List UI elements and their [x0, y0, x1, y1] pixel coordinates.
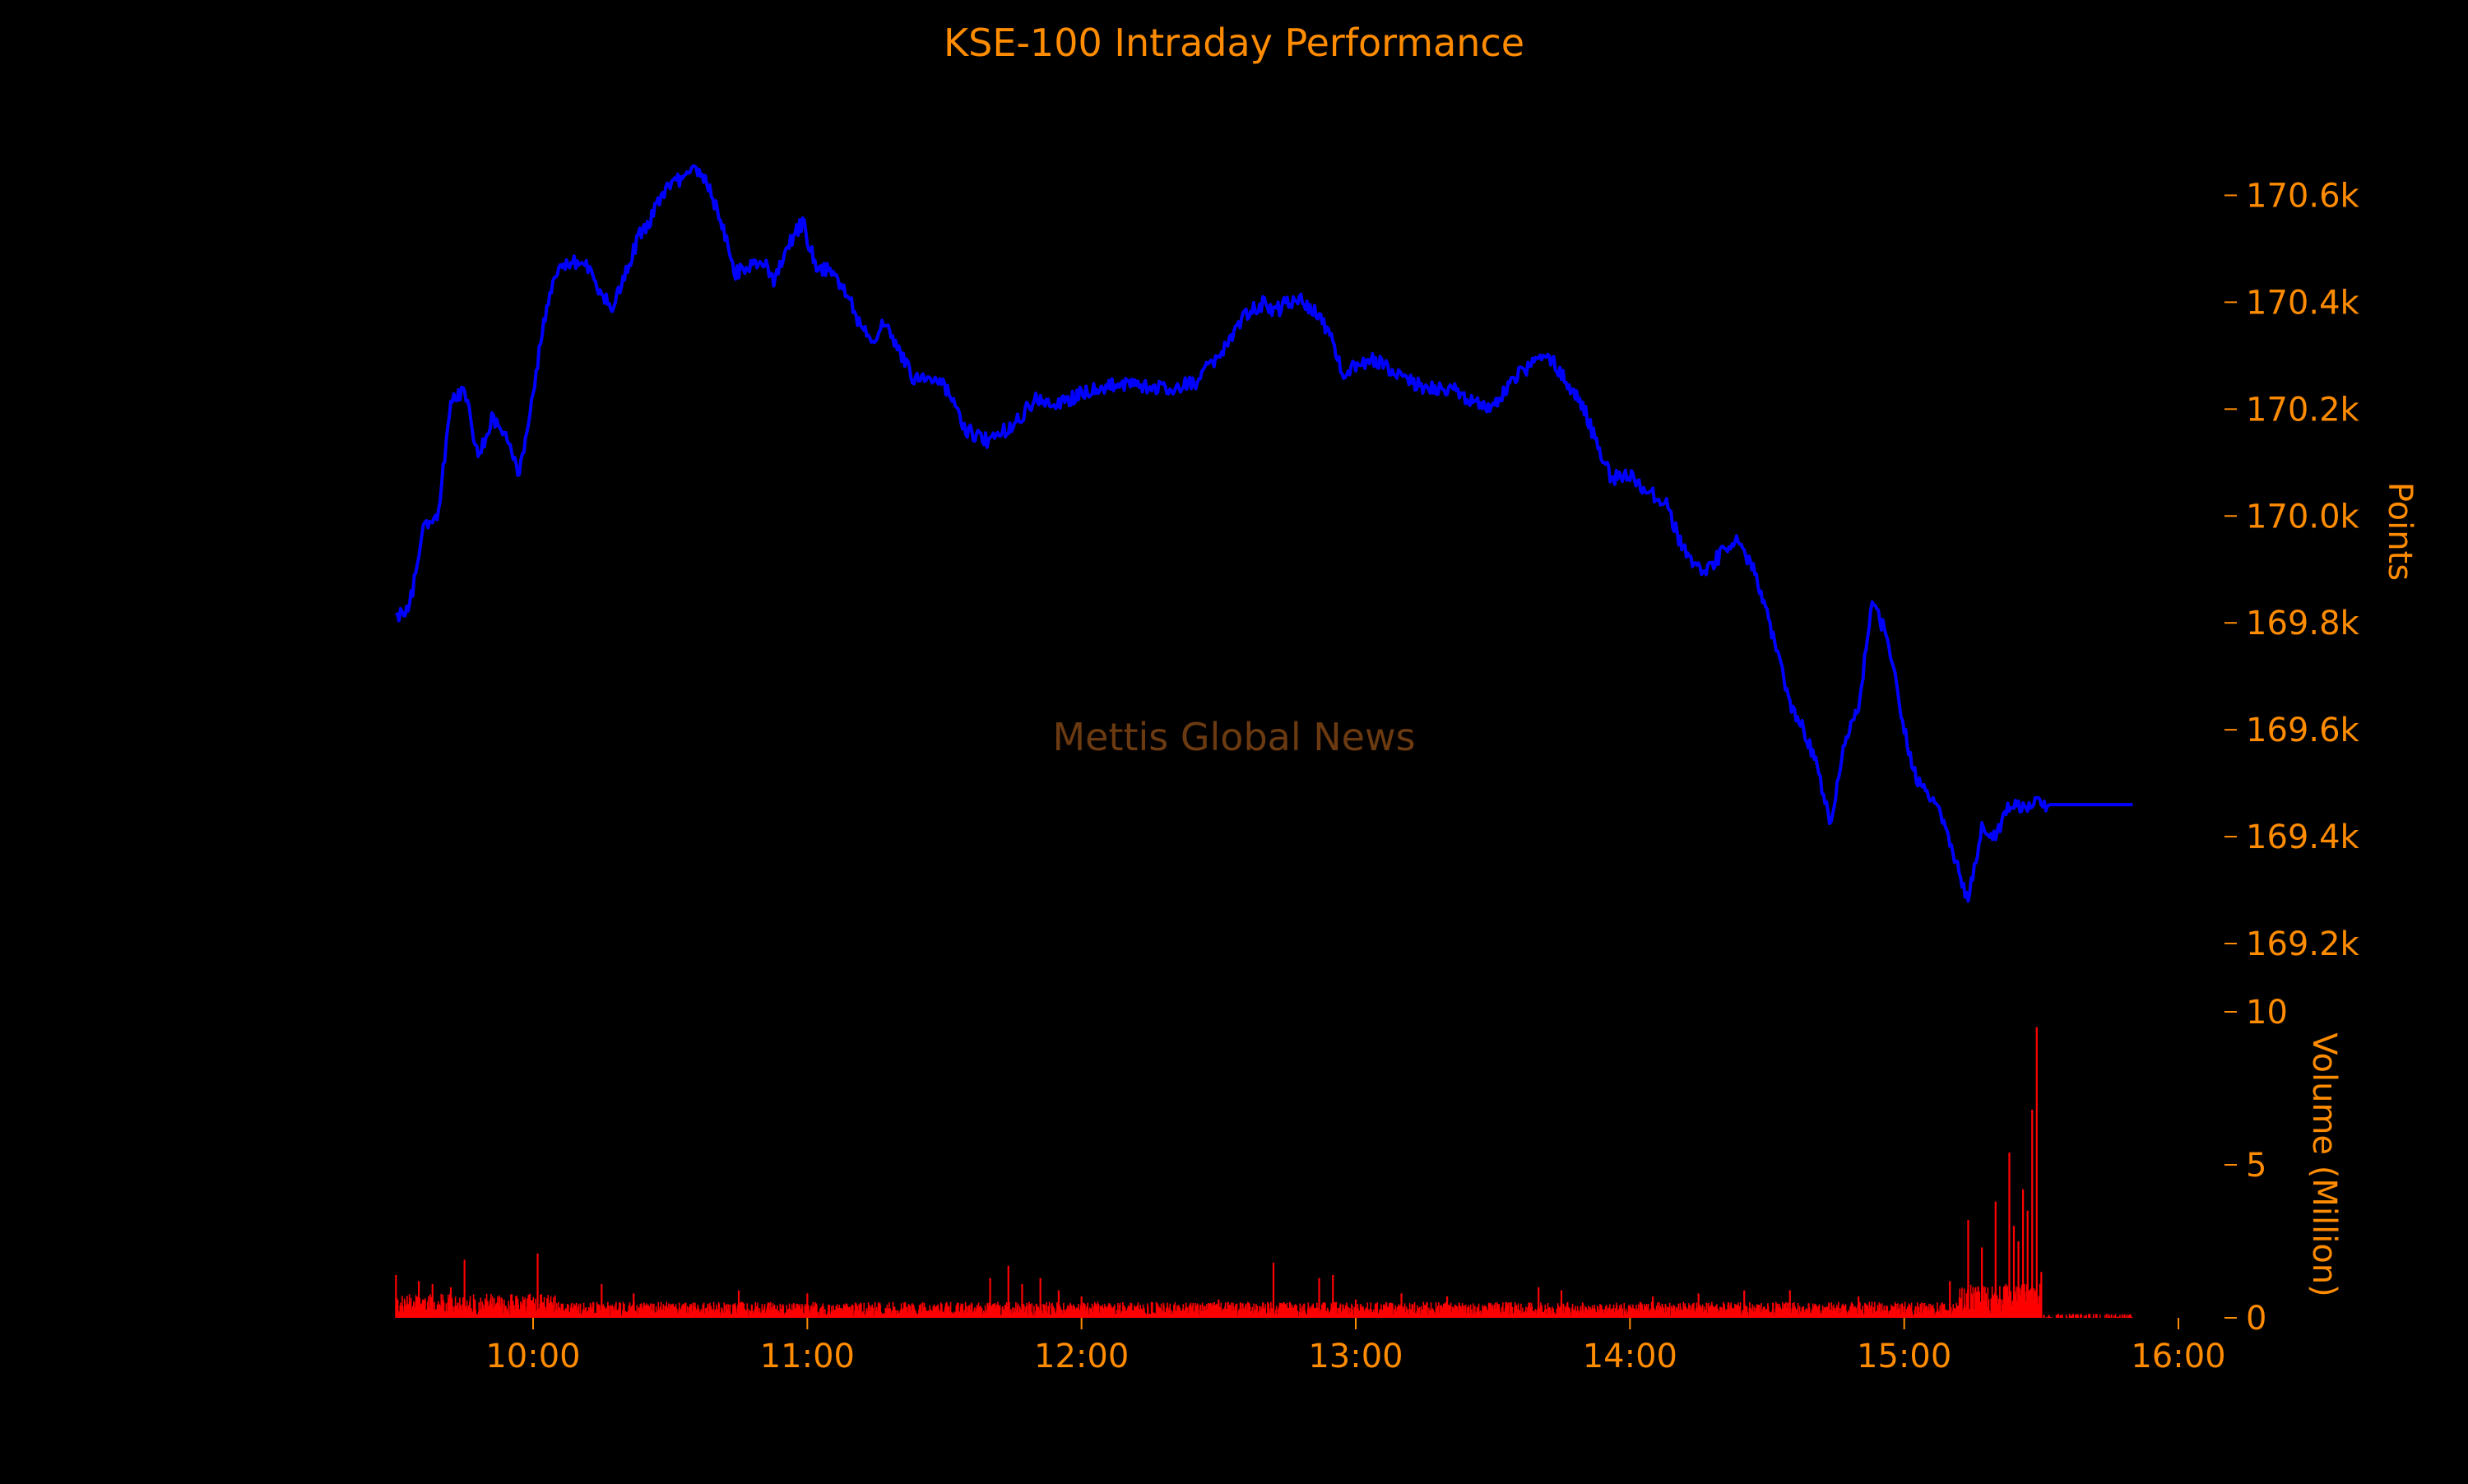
time-tick-label: 14:00: [1583, 1338, 1677, 1375]
time-tick-label: 11:00: [760, 1338, 855, 1375]
price-tick-label: 169.6k: [2246, 712, 2360, 749]
time-x-axis: 10:00 11:00 12:00 13:00 14:00 15:00 16:00: [485, 1318, 2226, 1375]
price-tick-label: 170.6k: [2246, 177, 2360, 215]
price-tick-label: 169.2k: [2246, 925, 2360, 963]
time-tick-label: 15:00: [1857, 1338, 1951, 1375]
price-tick-label: 170.4k: [2246, 284, 2360, 322]
time-tick-label: 16:00: [2131, 1338, 2225, 1375]
time-tick-label: 10:00: [485, 1338, 580, 1375]
volume-tick-label: 5: [2246, 1147, 2266, 1185]
price-tick-label: 169.4k: [2246, 819, 2360, 856]
volume-tick-label: 0: [2246, 1300, 2266, 1338]
price-tick-label: 170.0k: [2246, 498, 2360, 536]
watermark-text: Mettis Global News: [1052, 715, 1415, 759]
price-series: [395, 164, 2133, 903]
volume-bars: [395, 1027, 2133, 1318]
price-axis-label: Points: [2381, 482, 2419, 581]
chart-title: KSE-100 Intraday Performance: [944, 21, 1524, 65]
price-tick-label: 169.8k: [2246, 605, 2360, 642]
volume-tick-label: 10: [2246, 994, 2288, 1032]
price-line-series-0: [395, 164, 2133, 903]
time-tick-label: 13:00: [1308, 1338, 1403, 1375]
price-tick-label: 170.2k: [2246, 391, 2360, 429]
volume-y-axis: 10 5 0: [2224, 994, 2288, 1338]
volume-axis-label: Volume (Million): [2305, 1032, 2343, 1296]
price-y-axis: 170.6k 170.4k 170.2k 170.0k 169.8k 169.6k 169.…: [2224, 177, 2360, 963]
time-tick-label: 12:00: [1034, 1338, 1129, 1375]
